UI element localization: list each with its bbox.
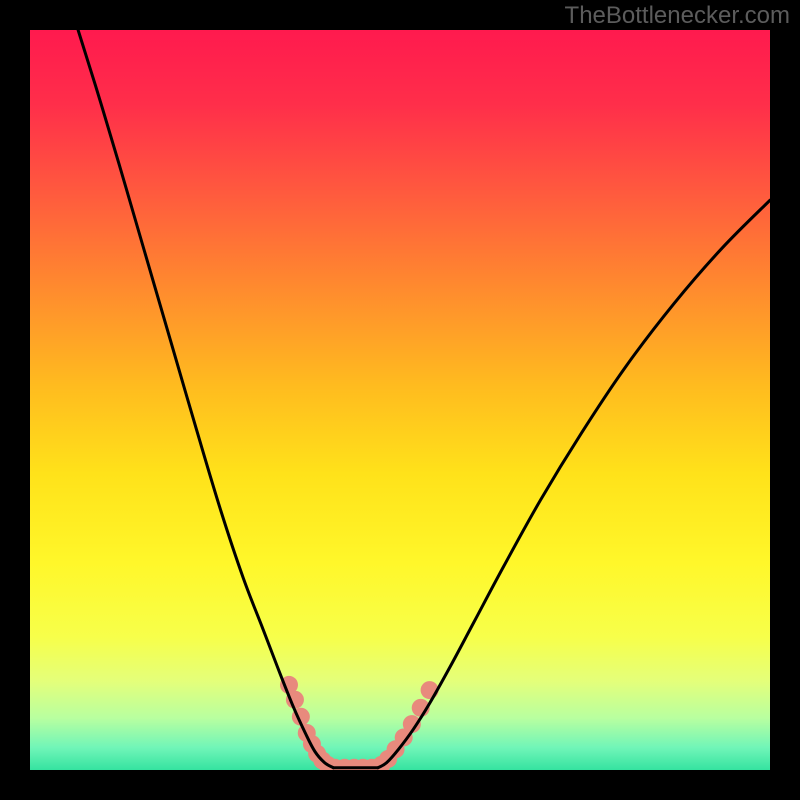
left-curve	[78, 30, 333, 768]
curve-layer	[30, 30, 770, 770]
chart-stage: TheBottlenecker.com	[0, 0, 800, 800]
watermark-label: TheBottlenecker.com	[565, 2, 790, 30]
plot-area	[30, 30, 770, 770]
right-curve	[378, 200, 770, 768]
